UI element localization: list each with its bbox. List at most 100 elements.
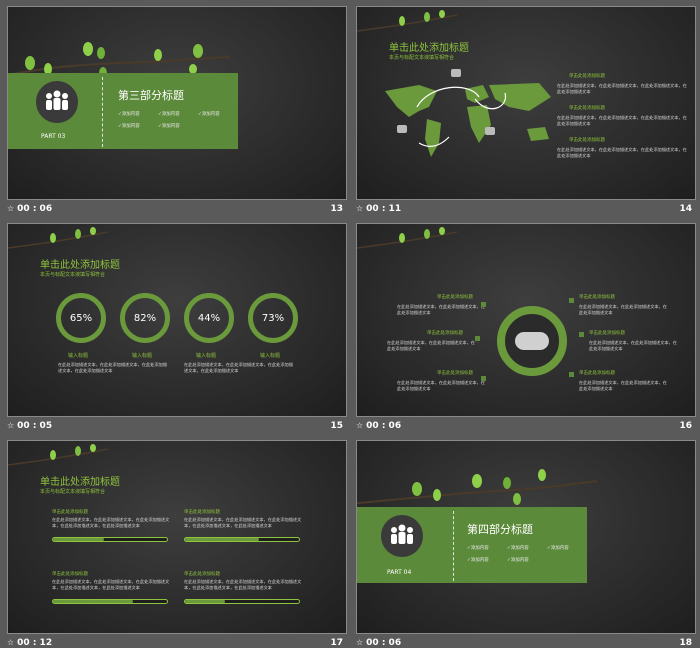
list-item: ✓添加内容 <box>547 546 569 551</box>
text-body: 在此处添加描述文本，在此处添加描述文本，在此处添加描述文本 <box>397 304 485 315</box>
ring-label: 输入标题 <box>68 353 89 359</box>
cloud-icon <box>515 332 549 350</box>
slide-subtitle: 本页与标配文本液填写相符合 <box>40 272 106 278</box>
slide-number: 17 <box>330 638 343 648</box>
text-heading: 单击此处添加标题 <box>427 331 463 336</box>
bullet-square <box>569 372 574 377</box>
slide-subtitle: 本页与标配文本液填写相符合 <box>389 55 455 61</box>
slide-title[interactable]: 单击此处添加标题 <box>40 477 120 488</box>
text-heading: 单击此处添加标题 <box>184 572 220 577</box>
divider <box>102 77 103 147</box>
divider <box>453 511 454 581</box>
list-item: ✓添加内容 <box>467 558 489 563</box>
branch-illustration <box>357 10 458 32</box>
text-heading: 单击此处添加标题 <box>437 295 473 300</box>
progress-bar <box>184 537 300 542</box>
slide-thumbnail-17[interactable]: 单击此处添加标题 本页与标配文本液填写相符合 单击此处添加标题 在此处添加描述文… <box>7 440 347 648</box>
slide-canvas: 单击此处添加标题 本页与标配文本液填写相符合 单击此处添加标题 在此处添加描述文… <box>356 6 696 200</box>
ring-label: 输入标题 <box>260 353 281 359</box>
text-heading: 单击此处添加标题 <box>569 138 605 143</box>
part-icon-circle <box>379 513 425 559</box>
message-icon <box>397 125 407 133</box>
progress-fill <box>185 600 225 603</box>
percent-ring: 65% <box>56 293 106 343</box>
transition-icon: ☆ <box>7 421 15 430</box>
bullet-square <box>569 298 574 303</box>
percent-ring: 44% <box>184 293 234 343</box>
text-body: 在此处添加描述文本，在此处添加描述文本，在此处添加描述文本，在此处添加描述文本 <box>557 83 687 94</box>
branch-illustration <box>8 227 109 249</box>
percent-ring: 73% <box>248 293 298 343</box>
text-body: 在此处添加描述文本，在此处添加描述文本，在此处添加描述文本，在此处添加描述文本 <box>557 115 687 126</box>
list-item: ✓添加内容 <box>507 558 529 563</box>
part-label: PART 03 <box>41 133 66 140</box>
list-item: ✓添加内容 <box>118 112 140 117</box>
message-icon <box>451 69 461 77</box>
message-icon <box>485 127 495 135</box>
text-heading: 单击此处添加标题 <box>579 295 615 300</box>
slide-number: 13 <box>330 204 343 214</box>
text-heading: 单击此处添加标题 <box>437 371 473 376</box>
slide-meta: ☆ 00 : 06 18 <box>356 636 696 648</box>
section-title[interactable]: 第四部分标题 <box>467 523 533 536</box>
text-heading: 单击此处添加标题 <box>569 74 605 79</box>
percent-ring: 82% <box>120 293 170 343</box>
transition-icon: ☆ <box>356 204 364 213</box>
text-body: 在此处添加描述文本，在此处添加描述文本，在此处添加描述文本，在此处添加描述文本，… <box>52 517 170 528</box>
ring-label: 输入标题 <box>196 353 217 359</box>
slide-title[interactable]: 单击此处添加标题 <box>40 260 120 271</box>
progress-bar <box>52 599 168 604</box>
slide-meta: ☆ 00 : 05 15 <box>7 419 347 433</box>
people-icon <box>391 524 413 544</box>
progress-bar <box>184 599 300 604</box>
people-icon <box>46 90 68 110</box>
list-item: ✓添加内容 <box>507 546 529 551</box>
slide-duration: ☆ 00 : 12 <box>7 638 53 648</box>
text-heading: 单击此处添加标题 <box>184 510 220 515</box>
slide-subtitle: 本页与标配文本液填写相符合 <box>40 489 106 495</box>
slide-thumbnail-14[interactable]: 单击此处添加标题 本页与标配文本液填写相符合 单击此处添加标题 在此处添加描述文… <box>356 6 696 216</box>
slide-duration: ☆ 00 : 06 <box>7 204 53 214</box>
list-item: ✓添加内容 <box>158 124 180 129</box>
text-body: 在此处添加描述文本，在此处添加描述文本，在此处添加描述文本 <box>579 380 667 391</box>
list-item: ✓添加内容 <box>118 124 140 129</box>
bullet-square <box>579 332 584 337</box>
bullet-square <box>481 376 486 381</box>
text-heading: 单击此处添加标题 <box>52 510 88 515</box>
slide-thumbnail-13[interactable]: PART 03 第三部分标题 ✓添加内容 ✓添加内容 ✓添加内容 ✓添加内容 ✓… <box>7 6 347 216</box>
text-body: 在此处添加描述文本，在此处添加描述文本，在此处添加描述文本，在此处添加描述文本 <box>58 362 167 373</box>
transition-icon: ☆ <box>356 421 364 430</box>
slide-canvas: PART 04 第四部分标题 ✓添加内容 ✓添加内容 ✓添加内容 ✓添加内容 ✓… <box>356 440 696 634</box>
text-body: 在此处添加描述文本，在此处添加描述文本，在此处添加描述文本 <box>579 304 667 315</box>
ring-label: 输入标题 <box>132 353 153 359</box>
slide-canvas: PART 03 第三部分标题 ✓添加内容 ✓添加内容 ✓添加内容 ✓添加内容 ✓… <box>7 6 347 200</box>
slide-thumbnail-16[interactable]: 单击此处添加标题 在此处添加描述文本，在此处添加描述文本，在此处添加描述文本 单… <box>356 223 696 433</box>
slide-meta: ☆ 00 : 11 14 <box>356 202 696 216</box>
text-body: 在此处添加描述文本，在此处添加描述文本，在此处添加描述文本 <box>397 380 485 391</box>
list-item: ✓添加内容 <box>198 112 220 117</box>
slide-number: 15 <box>330 421 343 431</box>
text-body: 在此处添加描述文本，在此处添加描述文本，在此处添加描述文本，在此处添加描述文本，… <box>184 517 302 528</box>
slide-meta: ☆ 00 : 12 17 <box>7 636 347 648</box>
progress-fill <box>53 600 133 603</box>
section-title[interactable]: 第三部分标题 <box>118 89 184 102</box>
world-map <box>385 83 551 157</box>
bullet-square <box>475 336 480 341</box>
slide-duration: ☆ 00 : 06 <box>356 638 402 648</box>
text-body: 在此处添加描述文本，在此处添加描述文本，在此处添加描述文本，在此处添加描述文本，… <box>184 579 302 590</box>
transition-icon: ☆ <box>356 638 364 647</box>
slide-thumbnail-18[interactable]: PART 04 第四部分标题 ✓添加内容 ✓添加内容 ✓添加内容 ✓添加内容 ✓… <box>356 440 696 648</box>
slide-thumbnail-15[interactable]: 单击此处添加标题 本页与标配文本液填写相符合 65% 82% 44% 73% 输… <box>7 223 347 433</box>
text-body: 在此处添加描述文本，在此处添加描述文本，在此处添加描述文本，在此处添加描述文本，… <box>52 579 170 590</box>
text-body: 在此处添加描述文本，在此处添加描述文本，在此处添加描述文本，在此处添加描述文本 <box>557 147 687 158</box>
slide-title[interactable]: 单击此处添加标题 <box>389 43 469 54</box>
transition-icon: ☆ <box>7 204 15 213</box>
slide-meta: ☆ 00 : 06 13 <box>7 202 347 216</box>
progress-fill <box>53 538 105 541</box>
text-body: 在此处添加描述文本，在此处添加描述文本，在此处添加描述文本，在此处添加描述文本 <box>184 362 293 373</box>
part-label: PART 04 <box>387 569 412 576</box>
slide-number: 14 <box>679 204 692 214</box>
text-heading: 单击此处添加标题 <box>569 106 605 111</box>
slide-duration: ☆ 00 : 11 <box>356 204 402 214</box>
bullet-square <box>481 302 486 307</box>
